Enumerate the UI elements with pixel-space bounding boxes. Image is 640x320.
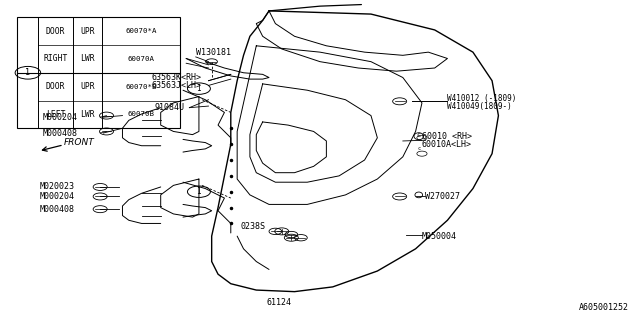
Text: W130181: W130181: [196, 48, 231, 57]
Text: 60070*A: 60070*A: [125, 28, 157, 34]
Text: 91084U: 91084U: [154, 103, 184, 112]
Text: A605001252: A605001252: [579, 303, 629, 312]
Text: UPR: UPR: [80, 82, 95, 91]
Text: 61124: 61124: [266, 298, 291, 307]
Text: FRONT: FRONT: [64, 138, 95, 147]
Text: LWR: LWR: [80, 110, 95, 119]
Text: DOOR: DOOR: [45, 27, 65, 36]
Text: M050004: M050004: [422, 232, 457, 241]
Text: c: c: [417, 146, 420, 151]
Text: 60070*B: 60070*B: [125, 84, 157, 90]
Text: W410012 (-1809): W410012 (-1809): [447, 94, 517, 103]
Text: c: c: [417, 132, 421, 138]
Text: M000204: M000204: [43, 113, 78, 122]
Text: W270027: W270027: [425, 192, 460, 201]
Text: M000204: M000204: [40, 192, 75, 201]
Text: M020023: M020023: [40, 182, 75, 191]
Text: DOOR: DOOR: [45, 82, 65, 91]
Text: 60010A<LH>: 60010A<LH>: [422, 140, 472, 148]
Text: 60070B: 60070B: [127, 111, 154, 117]
Text: 63563K<RH>: 63563K<RH>: [151, 73, 201, 82]
Text: 1: 1: [196, 84, 201, 93]
Text: W410049(1809-): W410049(1809-): [447, 101, 512, 111]
Text: 60010 <RH>: 60010 <RH>: [422, 132, 472, 141]
Text: 0238S: 0238S: [241, 222, 266, 231]
Text: LWR: LWR: [80, 54, 95, 63]
Bar: [17, 17, 180, 128]
Text: UPR: UPR: [80, 27, 95, 36]
Text: LEFT: LEFT: [45, 110, 65, 119]
Text: M000408: M000408: [40, 205, 75, 214]
Text: 60070A: 60070A: [127, 56, 154, 62]
Text: 1: 1: [196, 187, 201, 196]
Text: M000408: M000408: [43, 129, 78, 138]
Text: 1: 1: [26, 68, 30, 77]
Text: RIGHT: RIGHT: [44, 54, 68, 63]
Text: 63563J<LH>: 63563J<LH>: [151, 81, 201, 90]
